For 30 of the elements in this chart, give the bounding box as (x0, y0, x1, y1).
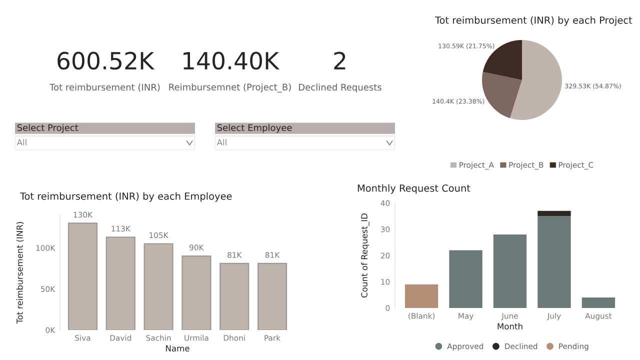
text: 140.40K (184, 52, 280, 70)
bar (582, 298, 616, 308)
bar (68, 222, 98, 330)
chart-title: Tot reimbursement (INR) by each Project (434, 16, 632, 26)
chart-title: Tot reimbursement (INR) by each Employee (20, 192, 232, 202)
bar (493, 234, 527, 308)
x-axis-title: Month (498, 323, 522, 330)
text: All (16, 138, 26, 146)
bar (220, 262, 250, 330)
chart-title: Monthly Request Count (358, 184, 470, 194)
bar (257, 262, 288, 330)
pie-slice (510, 40, 562, 120)
y-axis-title: Count of Request_ID (361, 214, 370, 298)
bar (449, 250, 482, 308)
text: All (216, 138, 226, 146)
bar (404, 284, 438, 308)
bar (144, 243, 174, 330)
bar (106, 236, 136, 330)
bar (538, 210, 571, 216)
text: 2 (334, 52, 346, 70)
x-axis-title: Name (166, 345, 190, 352)
text: Reimbursemnet (Project_B) (169, 84, 291, 92)
bar (538, 216, 571, 308)
y-axis-title: Tot reimbursement (INR) (16, 222, 24, 324)
text: Declined Requests (299, 84, 382, 92)
bar (182, 256, 212, 330)
text: Tot reimbursement (INR) (50, 84, 160, 92)
text: 600.52K (58, 52, 155, 70)
text: Select Project (17, 124, 78, 133)
text: Select Employee (217, 124, 292, 133)
